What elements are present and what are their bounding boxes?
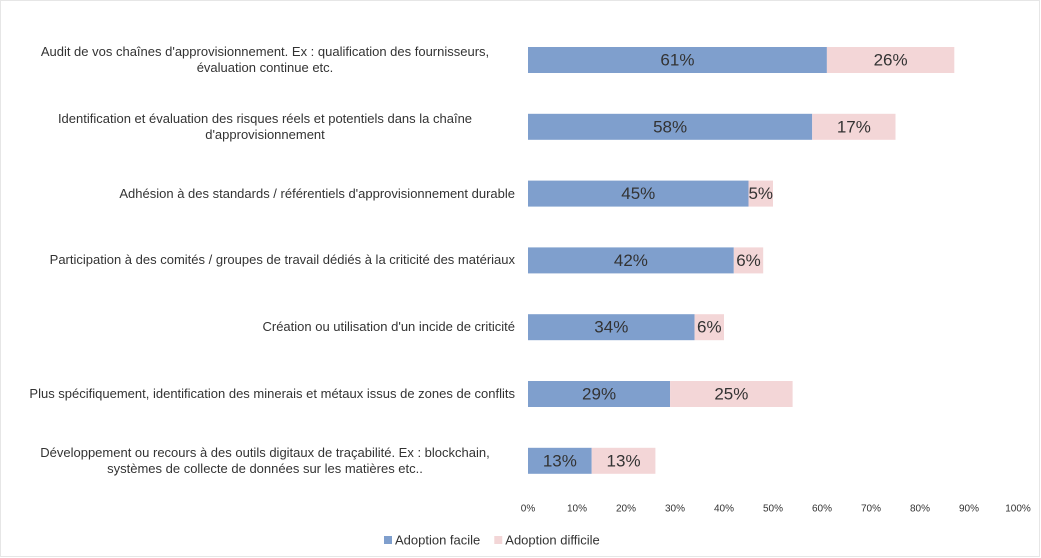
- legend-swatch: [384, 536, 392, 544]
- legend-swatch: [494, 536, 503, 544]
- category-label: Création ou utilisation d'un incide de c…: [262, 319, 515, 335]
- x-tick-label: 10%: [567, 504, 587, 515]
- bar-segment: [812, 113, 896, 140]
- x-tick-label: 40%: [714, 504, 734, 515]
- x-tick-label: 80%: [910, 504, 930, 515]
- value-label: 42%: [614, 251, 648, 270]
- category-label: Audit de vos chaînes d'approvisionnement…: [40, 44, 490, 75]
- value-label: 26%: [874, 50, 908, 69]
- bar-segment: [733, 247, 764, 274]
- value-label: 6%: [697, 318, 722, 337]
- value-label: 17%: [837, 117, 871, 136]
- value-label: 29%: [582, 384, 616, 403]
- x-tick-label: 90%: [959, 504, 979, 515]
- bar-segment: [748, 180, 773, 207]
- value-label: 5%: [748, 184, 773, 203]
- bar-segment: [528, 247, 734, 274]
- x-tick-label: 20%: [616, 504, 636, 515]
- bar-segment: [670, 381, 793, 407]
- value-label: 25%: [714, 384, 748, 403]
- legend-label: Adoption facile: [395, 532, 480, 547]
- x-tick-label: 50%: [763, 504, 783, 515]
- x-tick-label: 100%: [1005, 504, 1031, 515]
- x-tick-label: 30%: [665, 504, 685, 515]
- bar-segment: [694, 314, 724, 341]
- value-label: 58%: [653, 117, 687, 136]
- x-tick-label: 70%: [861, 504, 881, 515]
- value-label: 13%: [607, 451, 641, 470]
- bar-segment: [591, 447, 656, 474]
- value-label: 61%: [660, 50, 694, 69]
- bar-segment: [528, 113, 813, 140]
- bar-segment: [528, 447, 592, 474]
- category-label: Identification et évaluation des risques…: [57, 110, 473, 142]
- x-tick-label: 60%: [812, 504, 832, 515]
- bar-segment: [528, 381, 671, 407]
- value-label: 34%: [594, 318, 628, 337]
- value-label: 45%: [621, 184, 655, 203]
- legend-label: Adoption difficile: [505, 532, 599, 547]
- bar-segment: [528, 47, 827, 73]
- category-label: Développement ou recours à des outils di…: [40, 444, 490, 476]
- bar-segment: [826, 47, 955, 73]
- category-label: Participation à des comités / groupes de…: [49, 252, 515, 268]
- category-label: Adhésion à des standards / référentiels …: [119, 185, 515, 201]
- bar-segment: [528, 180, 749, 207]
- value-label: 13%: [543, 451, 577, 470]
- bar-segment: [528, 314, 695, 341]
- x-tick-label: 0%: [521, 504, 536, 515]
- category-label: Plus spécifiquement, identification des …: [29, 386, 515, 401]
- value-label: 6%: [736, 251, 761, 270]
